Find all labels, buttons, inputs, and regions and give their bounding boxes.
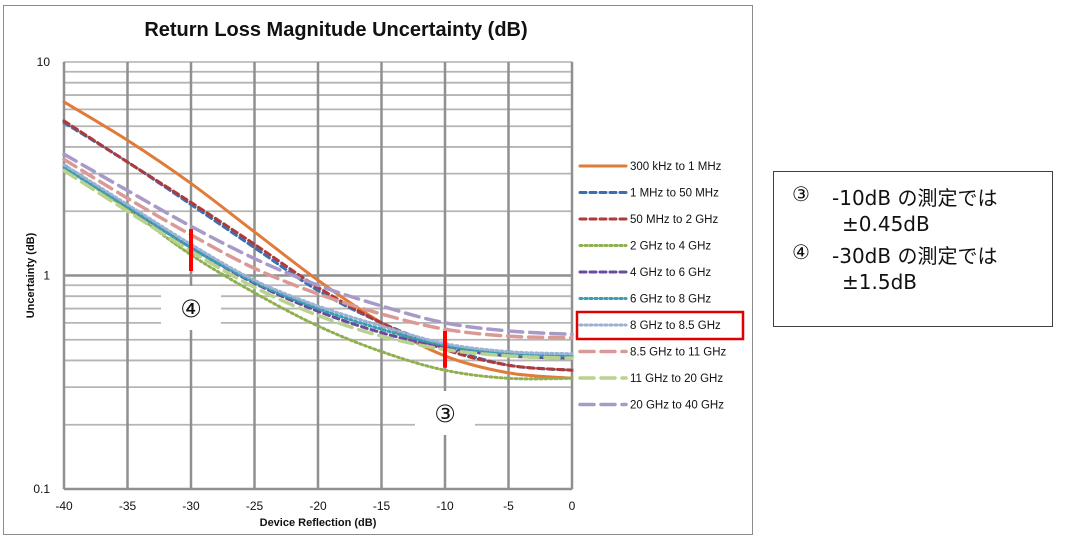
series-group <box>62 100 574 381</box>
x-tick-label: -20 <box>309 499 327 513</box>
x-tick-label: -35 <box>119 499 137 513</box>
note-4-number: ④ <box>792 240 810 264</box>
chart-title: Return Loss Magnitude Uncertainty (dB) <box>144 19 527 41</box>
legend-label-1: 300 kHz to 1 MHz <box>630 161 722 173</box>
note-3-value: ±0.45dB <box>842 212 930 236</box>
note-3-text: -10dB の測定では <box>832 186 998 210</box>
series-line-7 <box>62 163 574 356</box>
legend-highlight-box <box>575 310 745 341</box>
legend-label-5: 4 GHz to 6 GHz <box>630 267 711 279</box>
grid <box>62 62 574 491</box>
series-line-1 <box>62 100 574 380</box>
y-tick-label: 10 <box>37 55 51 69</box>
legend-label-9: 11 GHz to 20 GHz <box>630 373 723 385</box>
x-tick-label: -10 <box>436 499 454 513</box>
marker-label-bg-2 <box>161 286 221 330</box>
legend-label-10: 20 GHz to 40 GHz <box>630 400 724 412</box>
series-line-6 <box>62 166 574 358</box>
legend-label-4: 2 GHz to 4 GHz <box>630 241 711 253</box>
x-tick-label: 0 <box>569 499 576 513</box>
series-line-8 <box>62 157 574 340</box>
y-tick-label: 1 <box>43 269 50 283</box>
chart-frame: Return Loss Magnitude Uncertainty (dB) -4… <box>3 5 753 535</box>
x-tick-label: -5 <box>503 499 514 513</box>
chart-svg: Return Loss Magnitude Uncertainty (dB) -4… <box>25 19 745 529</box>
x-axis-title: Device Reflection (dB) <box>260 517 377 529</box>
legend-label-8: 8.5 GHz to 11 GHz <box>630 347 727 359</box>
series-line-3 <box>62 119 574 372</box>
marker-label-1: ③ <box>434 400 456 428</box>
legend-label-7: 8 GHz to 8.5 GHz <box>630 320 721 332</box>
x-tick-label: -25 <box>246 499 264 513</box>
note-3-number: ③ <box>792 182 810 206</box>
annotation-box: ③ -10dB の測定では ±0.45dB ④ -30dB の測定では ±1.5… <box>773 171 1053 327</box>
x-tick-label: -30 <box>182 499 200 513</box>
series-line-10 <box>62 152 574 337</box>
x-tick-label: -15 <box>373 499 391 513</box>
legend-label-6: 6 GHz to 8 GHz <box>630 294 711 306</box>
series-line-9 <box>62 168 574 360</box>
x-tick-label: -40 <box>55 499 73 513</box>
legend-label-2: 1 MHz to 50 MHz <box>630 188 719 200</box>
y-axis-title: Uncertainty (dB) <box>25 232 37 318</box>
note-4-text: -30dB の測定では <box>832 244 998 268</box>
marker-label-bg-1 <box>415 391 475 435</box>
marker-label-2: ④ <box>180 295 202 323</box>
legend-label-3: 50 MHz to 2 GHz <box>630 214 718 226</box>
note-4-value: ±1.5dB <box>842 270 917 294</box>
y-tick-label: 0.1 <box>33 482 50 496</box>
